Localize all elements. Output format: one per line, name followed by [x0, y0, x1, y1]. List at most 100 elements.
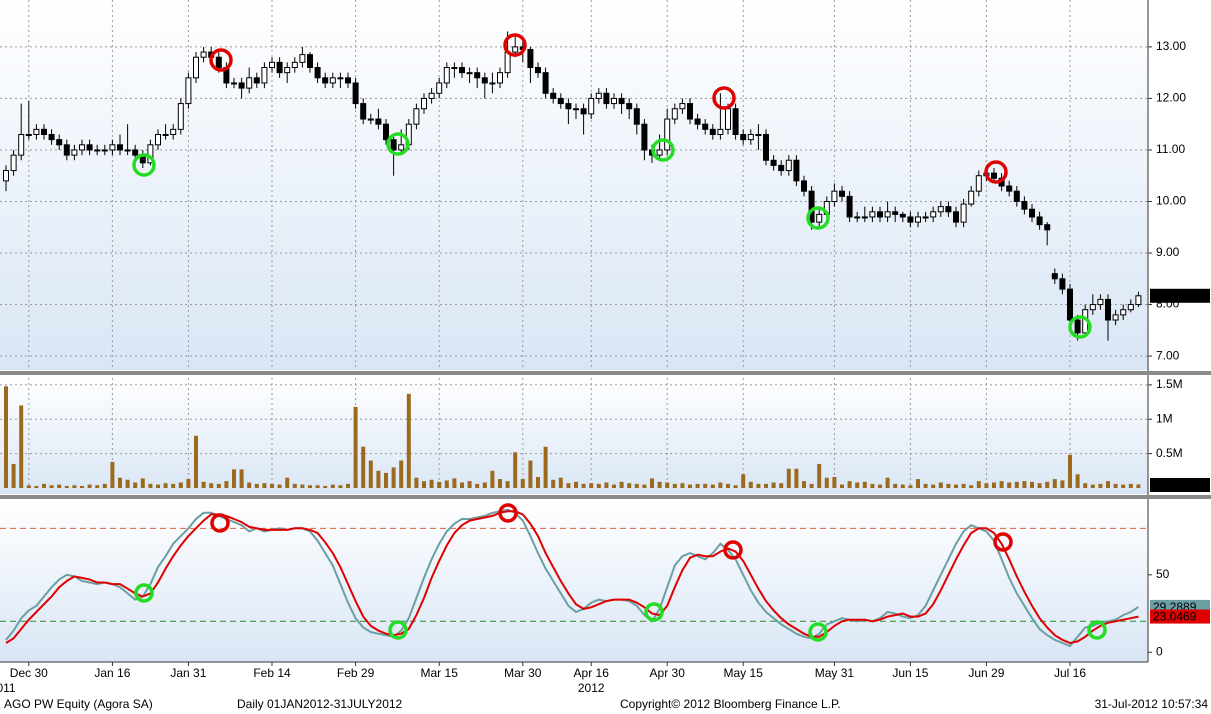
- volume-bar: [224, 481, 229, 488]
- candle-body: [18, 133, 25, 156]
- volume-bar: [505, 481, 510, 488]
- x-year-label: 2012: [578, 681, 605, 695]
- volume-bar: [976, 481, 981, 488]
- candle-body: [147, 144, 154, 164]
- candle-body: [193, 56, 199, 79]
- candle-body: [497, 72, 503, 84]
- volume-bar: [900, 484, 905, 488]
- candle-body: [284, 67, 291, 74]
- volume-bar: [551, 479, 556, 488]
- candle-body: [1127, 304, 1134, 311]
- volume-bar: [870, 483, 875, 488]
- volume-bar: [1022, 481, 1027, 488]
- candle-body: [717, 128, 724, 135]
- x-tick-label: Mar 15: [421, 666, 459, 680]
- candle-body: [671, 108, 678, 120]
- volume-bar: [178, 482, 183, 488]
- candle-body: [360, 103, 367, 120]
- volume-bar: [642, 484, 647, 488]
- candle-body: [459, 67, 465, 74]
- candle-body: [930, 211, 937, 218]
- candle-body: [124, 149, 131, 152]
- candle-body: [550, 92, 557, 99]
- candle-body: [854, 216, 861, 219]
- candle-body: [778, 164, 785, 172]
- candle-body: [1112, 314, 1119, 321]
- volume-bar: [604, 482, 609, 488]
- candle-body: [329, 77, 336, 84]
- candle-body: [975, 175, 982, 192]
- volume-bar: [1113, 483, 1118, 488]
- footer-period: Daily 01JAN2012-31JULY2012: [237, 697, 403, 711]
- candle-body: [694, 118, 701, 125]
- volume-bar: [954, 484, 958, 488]
- volume-bar: [87, 484, 92, 488]
- volume-bar: [520, 479, 525, 488]
- x-tick-label: Jun 15: [892, 666, 928, 680]
- buy-signal: [388, 620, 408, 640]
- candle-body: [322, 77, 329, 84]
- x-tick-label: Apr 16: [574, 666, 610, 680]
- candle-body: [542, 72, 549, 94]
- x-tick-label: Jun 29: [968, 666, 1004, 680]
- candle-body: [877, 211, 883, 218]
- candle-body: [588, 97, 595, 115]
- volume-bar: [923, 483, 928, 488]
- volume-bar: [612, 484, 616, 488]
- candle-body: [702, 123, 709, 130]
- candle-body: [117, 144, 123, 151]
- candle-body: [33, 128, 40, 135]
- stochastic-panel: [0, 500, 1148, 662]
- volume-bar: [4, 386, 8, 488]
- volume-bar: [688, 484, 692, 488]
- volume-bar: [764, 483, 768, 488]
- volume-bar: [634, 483, 639, 488]
- candle-body: [428, 92, 435, 99]
- candle-body: [170, 128, 177, 135]
- footer-copyright: Copyright© 2012 Bloomberg Finance L.P.: [620, 697, 841, 711]
- candle-body: [1105, 298, 1111, 321]
- volume-bar: [1128, 483, 1133, 488]
- candle-body: [580, 108, 587, 115]
- volume-bar: [1007, 482, 1012, 488]
- candle-body: [611, 97, 617, 105]
- volume-bar: [285, 477, 290, 488]
- volume-bar: [680, 483, 685, 488]
- candle-body: [991, 172, 997, 179]
- candle-body: [451, 67, 458, 70]
- candle-body: [421, 97, 427, 110]
- candle-body: [413, 108, 420, 125]
- candle-body: [215, 56, 222, 69]
- candle-body: [899, 213, 906, 218]
- candle-body: [641, 123, 648, 151]
- y-tick-label: 12.00: [1156, 91, 1186, 105]
- candle-body: [1029, 208, 1035, 218]
- volume-bar: [855, 482, 860, 488]
- sell-signal: [712, 86, 736, 110]
- y-tick-label: 1.5M: [1156, 377, 1183, 391]
- volume-bar: [194, 435, 198, 488]
- sell-signal: [723, 540, 743, 560]
- volume-bar: [452, 478, 457, 488]
- x-tick-label: Jan 16: [94, 666, 130, 680]
- candle-body: [656, 149, 663, 156]
- price-panel: [0, 0, 1148, 370]
- candle-body: [884, 211, 891, 218]
- volume-bar: [786, 468, 791, 488]
- volume-bar: [11, 463, 16, 488]
- volume-bar: [824, 477, 829, 488]
- volume-bar: [710, 484, 715, 488]
- volume-bar: [779, 483, 784, 488]
- candle-body: [94, 149, 101, 152]
- volume-bar: [543, 446, 548, 488]
- candle-body: [299, 54, 306, 63]
- volume-bar: [938, 482, 943, 488]
- y-tick-label: 0.5M: [1156, 446, 1183, 460]
- volume-bar: [756, 483, 761, 488]
- last-volume-label: 52443.00: [1153, 478, 1203, 492]
- last-stochastic-label: 23.0469: [1153, 610, 1197, 624]
- buy-signal: [386, 132, 410, 156]
- candle-body: [307, 54, 313, 69]
- buy-signal: [1068, 315, 1092, 339]
- signal-circles: [132, 33, 1107, 642]
